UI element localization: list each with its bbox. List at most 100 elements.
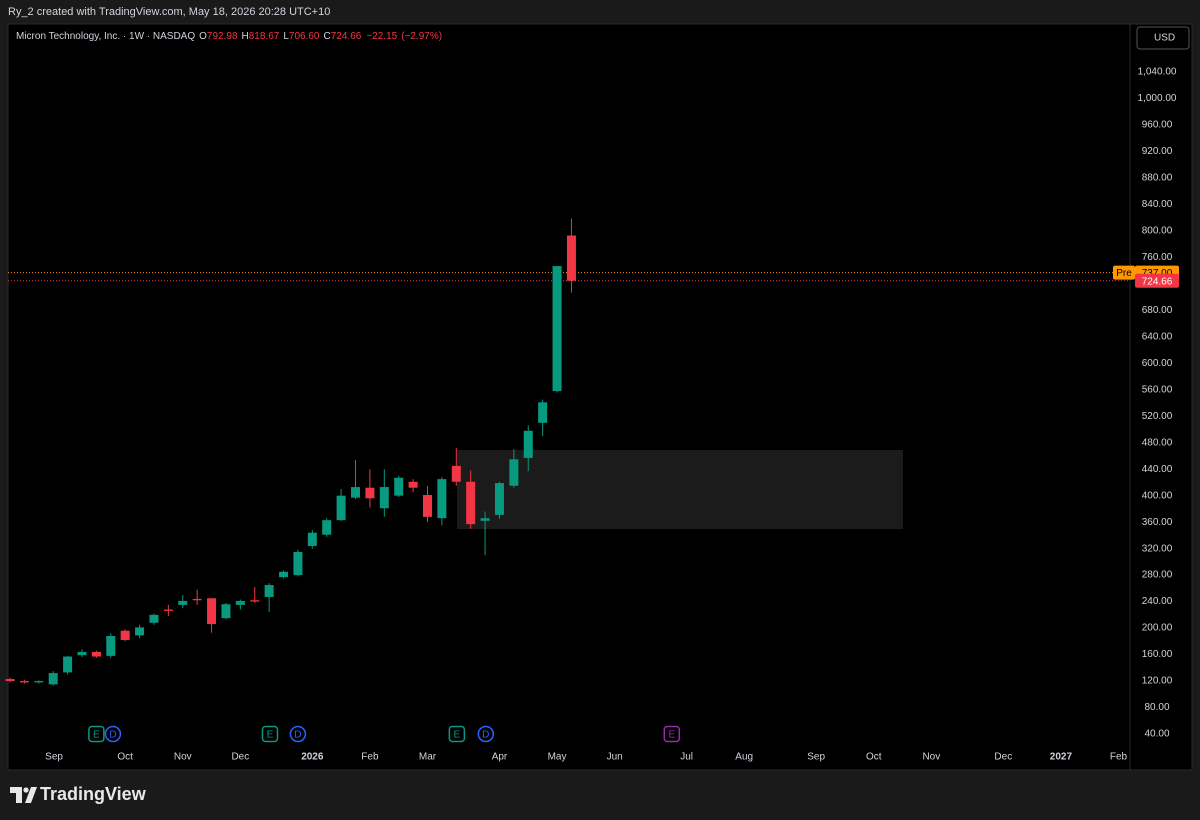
candle-body <box>250 600 260 602</box>
candle-body <box>91 651 101 657</box>
event-badge <box>289 725 307 743</box>
candle-body <box>394 477 404 496</box>
event-badge <box>448 725 466 743</box>
last-price-bg <box>1135 273 1179 288</box>
x-tick-label: 2026 <box>301 752 324 763</box>
y-tick-label: 640.00 <box>1142 331 1173 342</box>
event-label: E <box>267 730 274 741</box>
candle-body <box>451 465 461 482</box>
y-tick-label: 40.00 <box>1144 729 1169 740</box>
legend-item: O <box>199 31 207 42</box>
candle-body <box>365 487 375 499</box>
y-tick-label: 480.00 <box>1142 437 1173 448</box>
event-label: D <box>294 730 301 741</box>
candle-body <box>34 681 44 683</box>
y-tick-label: 80.00 <box>1144 702 1169 713</box>
legend-item: L <box>283 31 289 42</box>
y-tick-label: 360.00 <box>1142 517 1173 528</box>
x-tick-label: Jul <box>680 752 693 763</box>
y-tick-label: 560.00 <box>1142 384 1173 395</box>
event-badge <box>477 725 495 743</box>
x-tick-label: Mar <box>419 752 437 763</box>
y-tick-label: 600.00 <box>1142 358 1173 369</box>
candle-body <box>523 430 533 458</box>
logo-dot <box>23 787 29 793</box>
y-tick-label: 440.00 <box>1142 464 1173 475</box>
x-tick-label: Sep <box>807 752 825 763</box>
candle-body <box>408 481 418 488</box>
event-label: D <box>109 730 116 741</box>
legend-item: 724.66 <box>331 31 362 42</box>
candle-body <box>207 598 217 625</box>
legend-item: 706.60 <box>289 31 320 42</box>
candle-body <box>437 479 447 519</box>
x-tick-label: Dec <box>994 752 1012 763</box>
chart-panel <box>7 23 1193 771</box>
x-tick-label: Nov <box>922 752 940 763</box>
pre-price: 737.00 <box>1142 268 1173 279</box>
candle-body <box>192 598 202 601</box>
y-tick-label: 120.00 <box>1142 676 1173 687</box>
candle-body <box>63 656 73 673</box>
last-price: 724.66 <box>1142 276 1173 287</box>
candle-body <box>48 673 58 685</box>
y-tick-label: 240.00 <box>1142 596 1173 607</box>
candle-body <box>235 600 245 605</box>
candle-body <box>322 520 332 535</box>
event-badge <box>663 725 681 743</box>
event-badge <box>104 725 122 743</box>
y-tick-label: 800.00 <box>1142 226 1173 237</box>
candle-body <box>77 651 87 656</box>
candle-body <box>163 609 173 611</box>
currency-label[interactable]: USD <box>1154 33 1175 44</box>
legend-item: C <box>324 31 331 42</box>
pre-tag: Pre <box>1116 268 1132 279</box>
x-tick-label: Aug <box>735 752 753 763</box>
candle-body <box>566 235 576 281</box>
candle-body <box>178 600 188 605</box>
candle-body <box>379 487 389 509</box>
candle-body <box>149 614 159 623</box>
candle-body <box>422 495 432 517</box>
event-badge <box>261 725 279 743</box>
x-tick-label: Dec <box>231 752 249 763</box>
x-tick-label: Sep <box>45 752 63 763</box>
y-tick-label: 880.00 <box>1142 173 1173 184</box>
candle-body <box>351 487 361 498</box>
y-tick-label: 280.00 <box>1142 570 1173 581</box>
legend-item: −22.15 <box>366 31 397 42</box>
legend-item: 792.98 <box>207 31 238 42</box>
candle-body <box>552 266 562 392</box>
x-tick-label: Feb <box>361 752 379 763</box>
x-tick-label: May <box>548 752 567 763</box>
x-tick-label: Oct <box>117 752 133 763</box>
event-badge <box>88 725 105 743</box>
x-tick-label: 2027 <box>1050 752 1073 763</box>
y-tick-label: 160.00 <box>1142 649 1173 660</box>
legend-item: Micron Technology, Inc. · 1W · NASDAQ <box>16 31 195 42</box>
candle-body <box>293 551 303 576</box>
candle-body <box>5 679 15 682</box>
y-tick-label: 400.00 <box>1142 490 1173 501</box>
candle-body <box>279 571 289 578</box>
header-text: Ry_2 created with TradingView.com, May 1… <box>8 6 330 18</box>
event-label: E <box>668 730 675 741</box>
candle-body <box>480 518 490 521</box>
y-tick-label: 840.00 <box>1142 199 1173 210</box>
drawn-zone <box>457 450 903 529</box>
x-tick-label: Nov <box>174 752 192 763</box>
legend-item: 818.67 <box>249 31 280 42</box>
candle-body <box>264 585 274 597</box>
candle-body <box>494 483 504 515</box>
y-tick-label: 920.00 <box>1142 146 1173 157</box>
brand-name: TradingView <box>40 784 147 804</box>
pre-tag-bg <box>1113 265 1135 280</box>
candle-body <box>135 627 145 636</box>
brand-logo <box>10 787 37 803</box>
currency-button[interactable] <box>1136 26 1190 50</box>
x-tick-label: Feb <box>1110 752 1128 763</box>
y-tick-label: 520.00 <box>1142 411 1173 422</box>
event-label: E <box>454 730 461 741</box>
